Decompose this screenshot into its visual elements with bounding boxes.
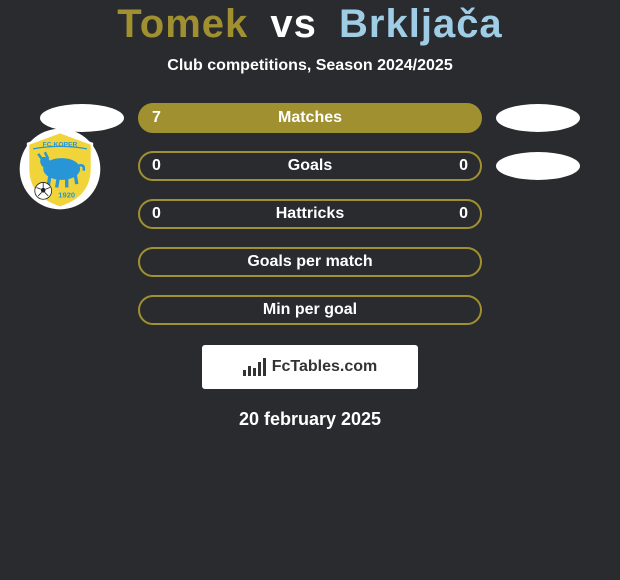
brand-text: FcTables.com [272, 358, 378, 376]
subtitle: Club competitions, Season 2024/2025 [0, 57, 620, 75]
stat-row-goals: FC KOPER 1920 0 Goals 0 [0, 151, 620, 181]
stat-row-hattricks: 0 Hattricks 0 [0, 199, 620, 229]
stat-left-val: 7 [152, 109, 161, 127]
stat-bar-matches: 7 Matches [138, 103, 482, 133]
svg-text:FC KOPER: FC KOPER [43, 141, 78, 148]
stat-left-val: 0 [152, 205, 161, 223]
stat-label: Min per goal [263, 301, 357, 319]
right-badge-1 [496, 152, 580, 180]
right-spacer-2 [496, 200, 580, 228]
left-spacer-2 [40, 200, 124, 228]
stat-row-gpm: Goals per match [0, 247, 620, 277]
stat-label: Goals per match [247, 253, 372, 271]
infographic-container: Tomek vs Brkljača Club competitions, Sea… [0, 0, 620, 430]
stat-bar-hattricks: 0 Hattricks 0 [138, 199, 482, 229]
left-spacer-4 [40, 296, 124, 324]
date-text: 20 february 2025 [0, 409, 620, 430]
vs-text: vs [270, 2, 317, 46]
right-spacer-4 [496, 296, 580, 324]
left-spacer-3 [40, 248, 124, 276]
player1-name: Tomek [117, 2, 248, 46]
title: Tomek vs Brkljača [0, 2, 620, 47]
stat-row-mpg: Min per goal [0, 295, 620, 325]
right-badge-0 [496, 104, 580, 132]
stat-bar-gpm: Goals per match [138, 247, 482, 277]
brand-box: FcTables.com [202, 345, 418, 389]
stat-label: Matches [278, 109, 342, 127]
stat-bar-goals: 0 Goals 0 [138, 151, 482, 181]
stat-left-val: 0 [152, 157, 161, 175]
bar-chart-icon [243, 358, 266, 376]
player2-name: Brkljača [339, 2, 503, 46]
stat-label: Goals [288, 157, 332, 175]
stat-right-val: 0 [459, 157, 468, 175]
stat-right-val: 0 [459, 205, 468, 223]
stat-label: Hattricks [276, 205, 344, 223]
right-spacer-3 [496, 248, 580, 276]
stat-bar-mpg: Min per goal [138, 295, 482, 325]
